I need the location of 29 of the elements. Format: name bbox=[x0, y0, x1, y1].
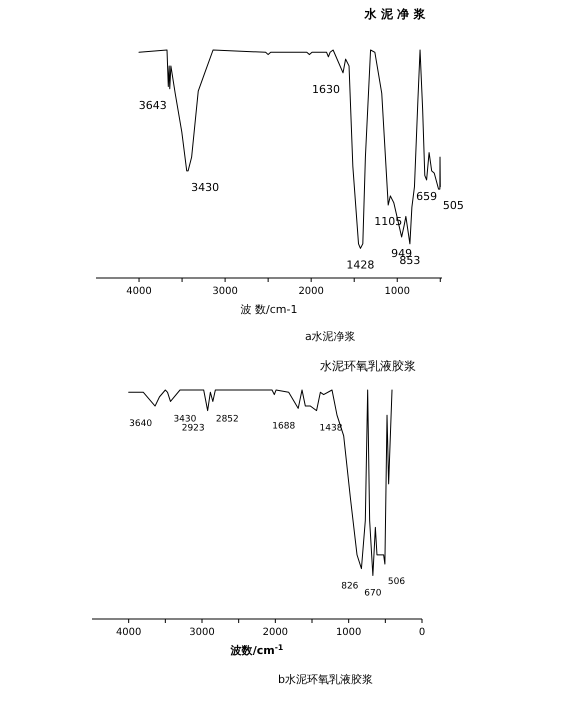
annotation: 2923 bbox=[182, 424, 205, 434]
annotation: 2852 bbox=[216, 414, 239, 424]
annotation: 1428 bbox=[346, 258, 374, 272]
x-tick-label: 0 bbox=[418, 627, 426, 638]
annotation: 3643 bbox=[138, 98, 167, 112]
x-tick-label: 1000 bbox=[384, 286, 410, 297]
annotation: 3430 bbox=[173, 414, 197, 424]
annotation: 1688 bbox=[272, 421, 296, 432]
text: a水泥净浆 bbox=[305, 330, 356, 343]
x-tick-label: 4000 bbox=[116, 627, 142, 638]
x-tick-label: 3000 bbox=[189, 627, 215, 638]
x-tick-label: 2000 bbox=[262, 627, 288, 638]
annotation: 505 bbox=[442, 199, 464, 212]
annotation: 670 bbox=[364, 588, 382, 598]
chart-title: 水 泥 净 浆 bbox=[364, 7, 426, 21]
chart-title: 水泥环氧乳液胶浆 bbox=[320, 359, 416, 373]
x-tick-label: 3000 bbox=[212, 286, 238, 297]
x-tick-label: 1000 bbox=[336, 627, 362, 638]
x-axis-title: 波数/cm$^{-1}$ bbox=[230, 642, 284, 657]
x-axis-title: 波 数/cm-1 bbox=[240, 303, 298, 316]
x-tick-label: 4000 bbox=[126, 286, 152, 297]
text: b水泥环氧乳液胶浆 bbox=[278, 673, 373, 686]
annotation: 3640 bbox=[129, 419, 152, 430]
annotation: 659 bbox=[416, 190, 438, 203]
annotation: 826 bbox=[341, 582, 359, 592]
annotation: 506 bbox=[388, 577, 406, 588]
annotation: 1630 bbox=[312, 82, 340, 96]
annotation: 3430 bbox=[191, 180, 220, 194]
x-tick-label: 2000 bbox=[298, 286, 324, 297]
